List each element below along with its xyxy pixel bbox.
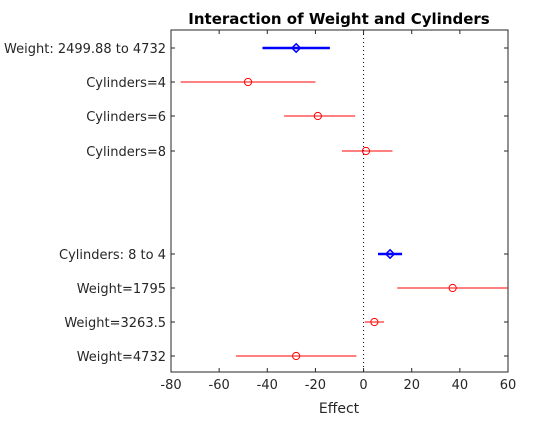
labels-layer: Weight: 2499.88 to 4732 Cylinders=4 Cylind… [4,42,166,365]
x-tick-label: 0 [359,378,367,393]
marks-layer [180,42,508,361]
chart-title: Interaction of Weight and Cylinders [188,10,490,28]
ticks-layer: -80 -60 -40 -20 0 20 40 60 [160,30,516,393]
conditional-effect-circle [448,283,457,293]
x-tick-label: -80 [160,378,181,393]
main-effect-diamond [290,42,302,54]
axes-box [170,29,509,373]
conditional-effect-circle [313,111,322,121]
conditional-effect-label: Cylinders=4 [86,76,166,91]
x-tick-label: 60 [500,378,517,393]
conditional-effect-label: Cylinders=8 [86,145,166,160]
x-tick-label: 20 [403,378,420,393]
main-effect-diamond [384,248,396,260]
conditional-effect-circle [370,317,379,327]
x-tick-label: -20 [305,378,326,393]
main-effect-label: Weight: 2499.88 to 4732 [4,42,166,57]
x-tick-label: 40 [452,378,469,393]
conditional-effect-label: Weight=4732 [77,350,166,365]
conditional-effect-circle [361,146,371,156]
x-tick-label: -60 [209,378,230,393]
conditional-effect-label: Weight=1795 [77,282,166,297]
conditional-effect-label: Cylinders=6 [86,110,166,125]
conditional-effect-circle [292,351,301,361]
x-axis-label: Effect [319,401,360,417]
x-tick-label: -40 [257,378,278,393]
conditional-effect-circle [243,77,253,87]
conditional-effect-label: Weight=3263.5 [64,316,166,331]
main-effect-label: Cylinders: 8 to 4 [59,248,166,263]
